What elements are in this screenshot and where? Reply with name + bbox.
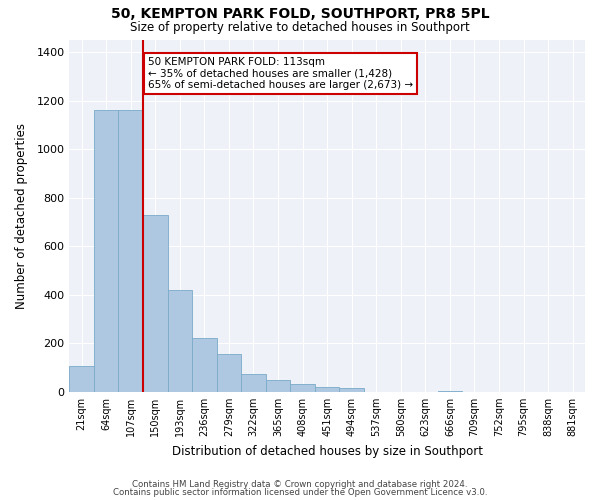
Bar (94, 110, 118, 392)
X-axis label: Distribution of detached houses by size in Southport: Distribution of detached houses by size … (172, 444, 482, 458)
Bar (290, 384, 315, 392)
Bar (143, 214, 167, 392)
Text: 50, KEMPTON PARK FOLD, SOUTHPORT, PR8 5PL: 50, KEMPTON PARK FOLD, SOUTHPORT, PR8 5P… (110, 8, 490, 22)
Text: Contains public sector information licensed under the Open Government Licence v3: Contains public sector information licen… (113, 488, 487, 497)
Bar (340, 388, 364, 392)
Bar (266, 380, 290, 392)
Bar (217, 354, 241, 392)
Text: Size of property relative to detached houses in Southport: Size of property relative to detached ho… (130, 21, 470, 34)
Bar (437, 390, 462, 392)
Bar (167, 290, 192, 392)
Text: 50 KEMPTON PARK FOLD: 113sqm
← 35% of detached houses are smaller (1,428)
65% of: 50 KEMPTON PARK FOLD: 113sqm ← 35% of de… (148, 57, 413, 90)
Bar (70, 366, 94, 392)
Bar (241, 374, 266, 392)
Bar (118, 110, 143, 392)
Y-axis label: Number of detached properties: Number of detached properties (15, 123, 28, 309)
Bar (192, 338, 217, 392)
Bar (315, 388, 340, 392)
Text: Contains HM Land Registry data © Crown copyright and database right 2024.: Contains HM Land Registry data © Crown c… (132, 480, 468, 489)
